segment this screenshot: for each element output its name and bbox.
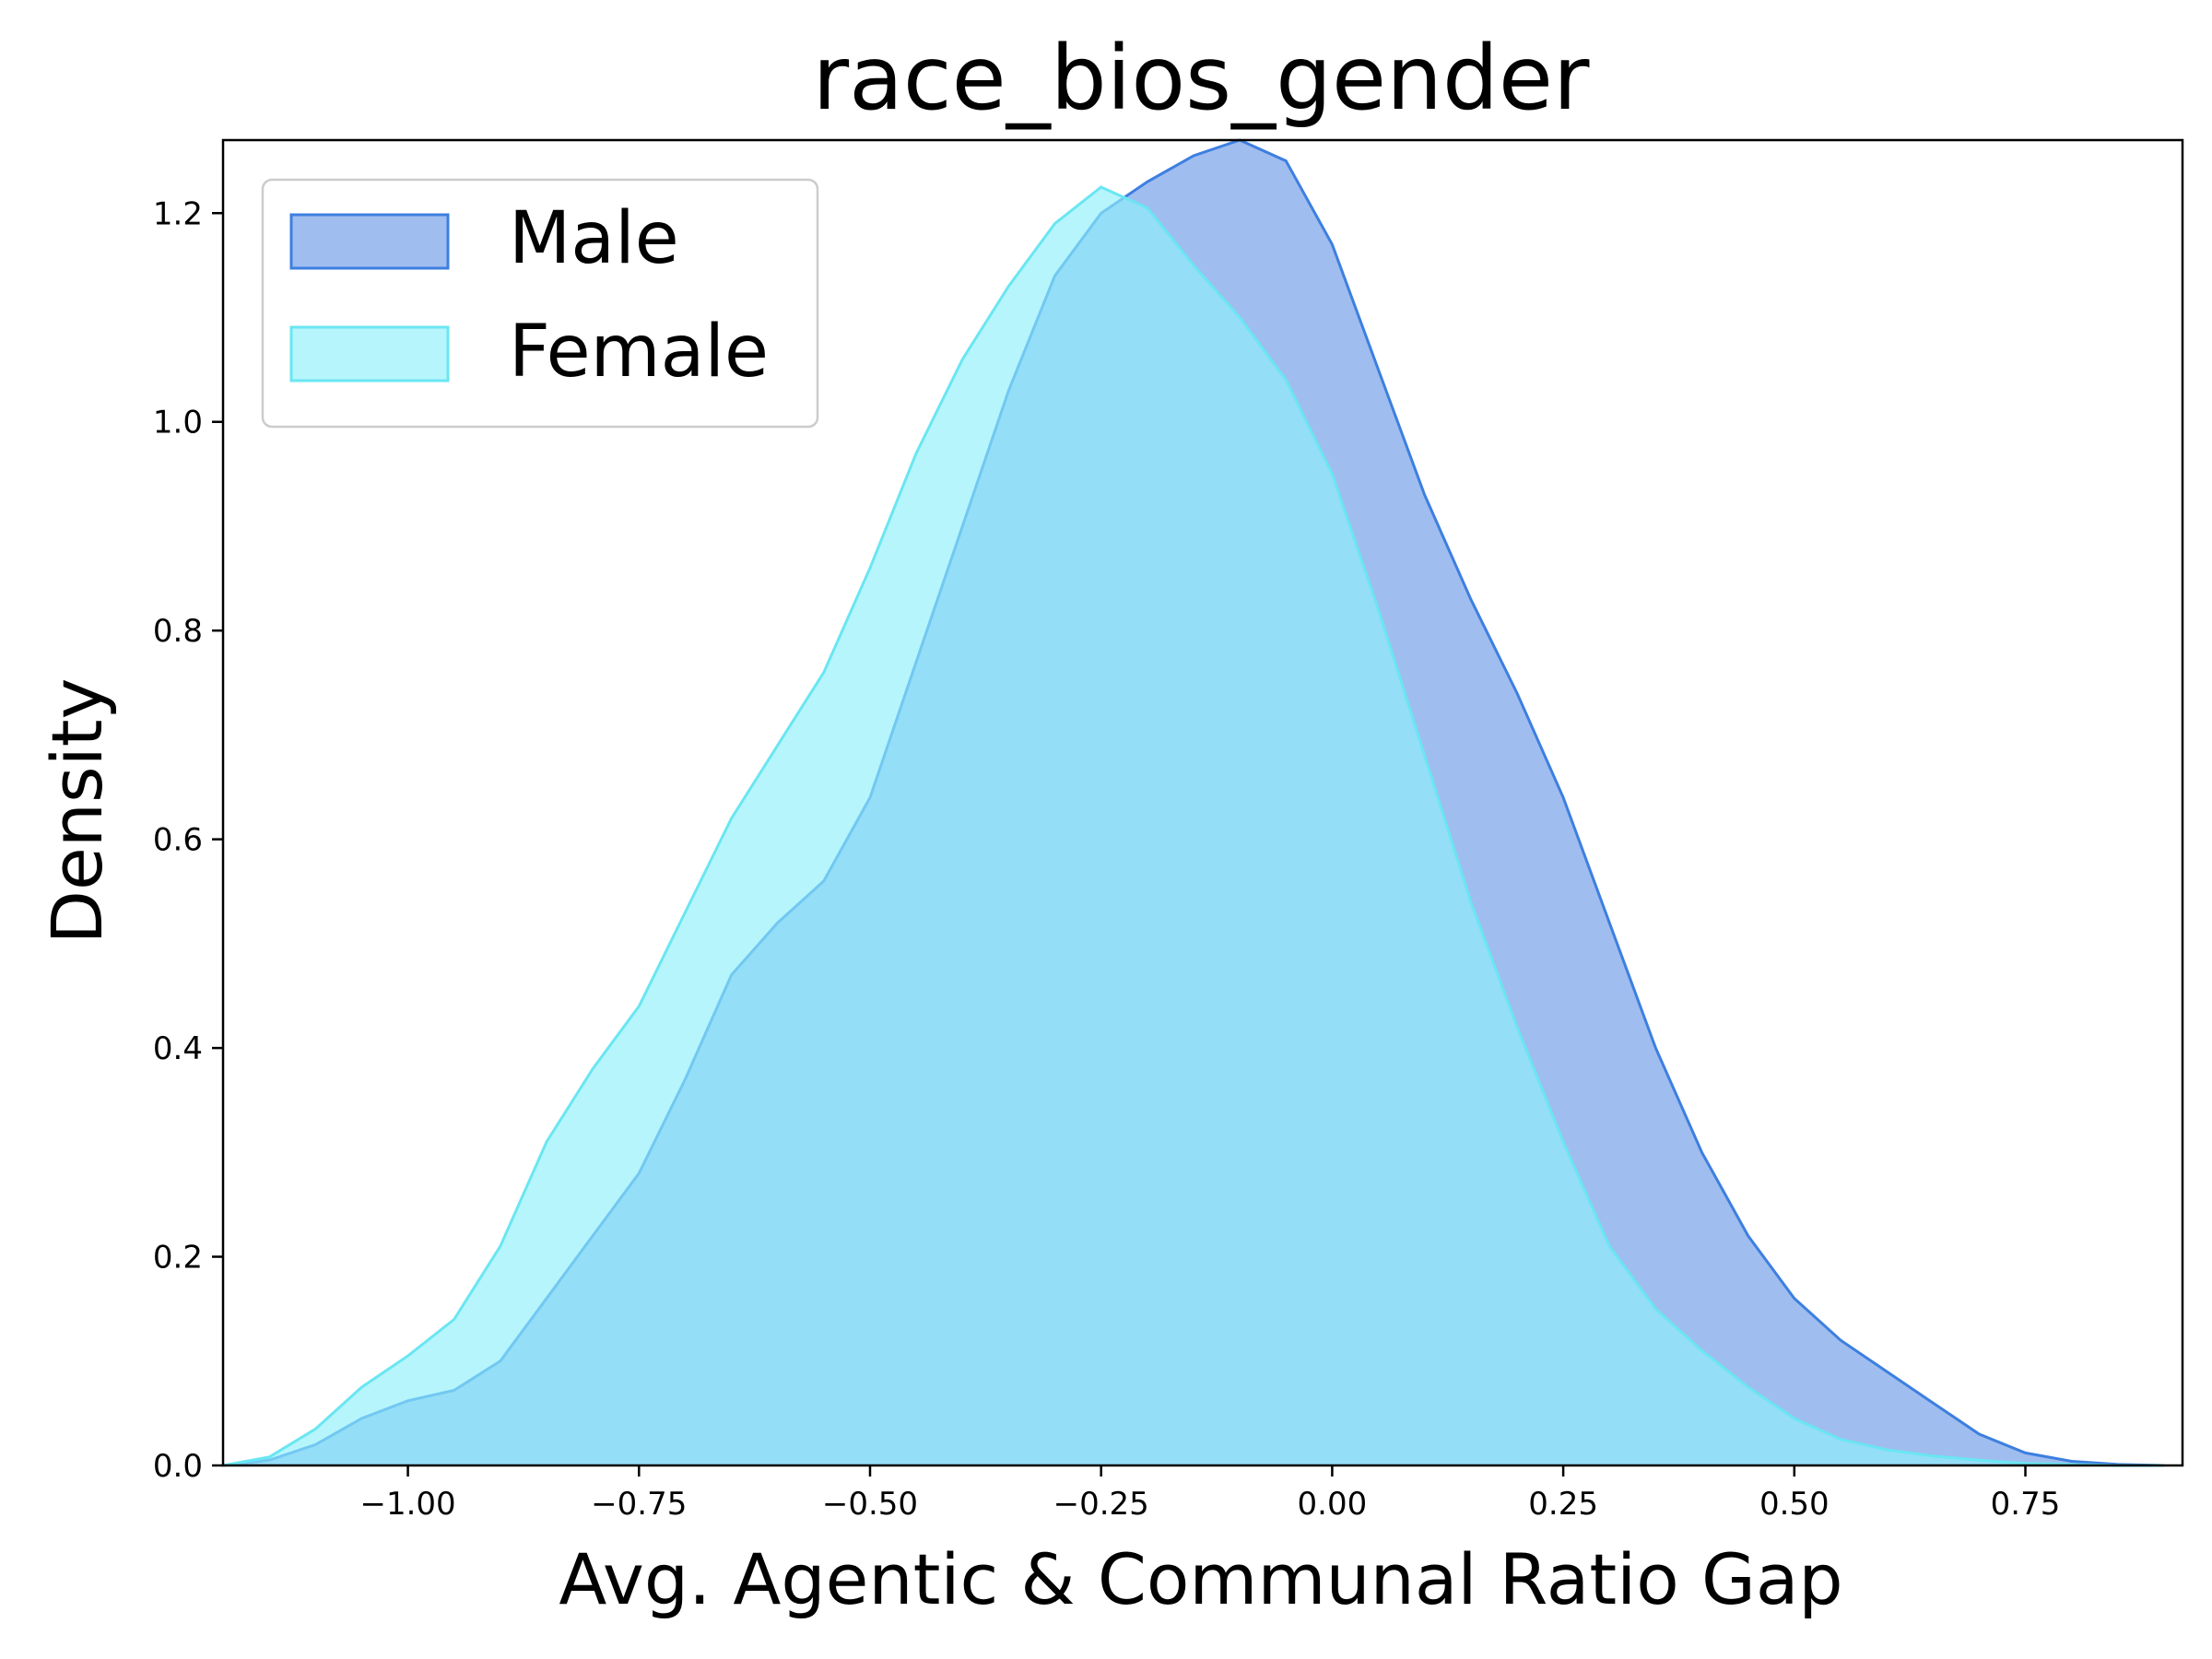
- x-tick-label: −0.75: [591, 1486, 687, 1523]
- x-tick-label: 0.25: [1528, 1486, 1598, 1523]
- chart-title: race_bios_gender: [813, 27, 1590, 130]
- y-axis-label: Density: [36, 678, 118, 945]
- y-tick-label: 0.8: [153, 613, 203, 650]
- y-axis-ticks: 0.0 0.2 0.4 0.6 0.8 1.0 1.2: [153, 195, 223, 1485]
- x-tick-label: −0.25: [1053, 1486, 1149, 1523]
- legend-swatch-male: [289, 213, 450, 270]
- density-areas: [222, 138, 2164, 1467]
- y-tick-label: 0.2: [153, 1240, 203, 1277]
- legend: Male Female: [261, 178, 819, 429]
- legend-swatch-female: [289, 325, 450, 382]
- x-axis-label: Avg. Agentic & Communal Ratio Gap: [559, 1538, 1842, 1620]
- area-female: [223, 187, 2164, 1465]
- legend-label-female: Female: [509, 311, 769, 394]
- y-tick-label: 1.0: [153, 405, 203, 441]
- y-tick-label: 0.4: [153, 1030, 203, 1067]
- line-female: [222, 185, 2164, 1467]
- plot-frame: [221, 138, 2184, 1467]
- x-tick-label: −1.00: [359, 1486, 455, 1523]
- x-tick-label: −0.50: [822, 1486, 918, 1523]
- legend-label-male: Male: [509, 197, 679, 280]
- y-tick-label: 1.2: [153, 195, 203, 232]
- x-tick-label: 0.75: [1991, 1486, 2061, 1523]
- x-axis-ticks: −1.00 −0.75 −0.50 −0.25 0.00 0.25 0.50 0.75: [359, 1465, 2060, 1523]
- y-tick-label: 0.6: [153, 822, 203, 859]
- x-tick-label: 0.50: [1759, 1486, 1830, 1523]
- x-tick-label: 0.00: [1298, 1486, 1368, 1523]
- y-tick-label: 0.0: [153, 1448, 203, 1485]
